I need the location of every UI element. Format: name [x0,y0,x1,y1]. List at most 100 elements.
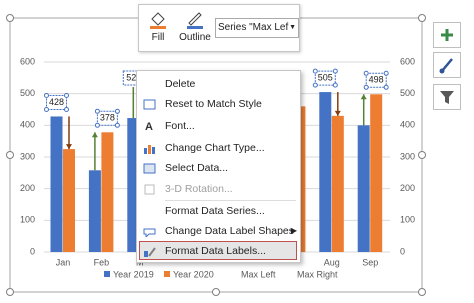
label-handle [332,68,338,74]
label-handle [383,70,389,76]
x-tick-label: Sep [362,257,378,267]
arrow-head [66,144,72,150]
label-handle [44,92,49,98]
chart-styles-button[interactable] [433,52,461,78]
fill-button[interactable]: Fill [145,9,171,43]
y-tick-label: 0 [30,246,35,256]
x-tick-label: Feb [94,257,110,267]
bar [50,116,63,252]
submenu-arrow: ▶ [290,226,297,235]
shapes-icon [143,228,156,237]
y-tick-label: 600 [20,56,35,66]
series-dropdown[interactable]: Series "Max Lef ▼ [215,18,299,38]
y-tick-label: 200 [20,183,35,193]
chart-type-icon [144,145,155,154]
menu-item-text: Change Data Label Shapes [165,225,295,237]
label-handle [94,108,100,114]
data-label: 505 [318,72,333,82]
label-handle [312,82,318,88]
chart-filters-button[interactable] [433,84,461,110]
label-handle [332,82,338,88]
legend-label: Max Left [241,269,276,279]
menu-item[interactable]: Delete [165,74,195,94]
menu-item-selected[interactable]: Format Data Labels... [144,241,266,261]
bar [88,170,101,252]
bar [101,132,114,252]
menu-item[interactable]: A Font... [145,116,195,136]
bar [357,125,370,252]
menu-item-text: Delete [165,78,196,90]
y2-tick-label: 300 [400,151,415,161]
outline-icon [187,12,203,29]
svg-text:A: A [145,121,153,132]
outline-button[interactable]: Outline [177,9,213,43]
y2-tick-label: 400 [400,120,415,130]
font-icon: A [145,121,153,132]
selection-handles [6,14,426,296]
y-tick-label: 300 [20,151,35,161]
legend-label: Year 2019 [113,269,154,279]
label-handle [94,122,100,128]
brush-icon [439,58,453,74]
data-label-box [314,70,336,86]
x-tick-label: Jan [56,257,71,267]
series-dropdown-text: Series "Max Lef [218,22,289,33]
label-handle [363,84,369,90]
menu-item[interactable]: Change Chart Type... [144,138,265,158]
legend-label: Max Right [297,269,338,279]
dropdown-arrow: ▼ [289,24,296,31]
data-label-clipped: 52 [126,72,136,82]
data-label: 498 [369,75,384,85]
label-handle [363,70,369,76]
menu-item-text: Font... [165,120,195,132]
menu-item[interactable]: Format Data Series... [165,201,265,221]
menu-item-disabled: 3-D Rotation... [144,179,233,199]
menu-item-text: Format Data Series... [165,205,265,217]
bar [331,115,344,252]
menu-item[interactable]: Change Data Label Shapes ▶ [143,221,297,241]
y2-tick-label: 100 [400,215,415,225]
y2-tick-label: 0 [400,246,405,256]
legend-swatch [104,271,110,277]
legend-label: Year 2020 [173,269,214,279]
legend-swatch [164,271,170,277]
label-handle [64,106,69,112]
select-data-icon [143,163,156,174]
rotation-icon [144,184,155,195]
label-handle [64,92,69,98]
label-handle [383,84,389,90]
y2-tick-label: 500 [400,88,415,98]
plus-icon [441,29,453,41]
reset-icon [143,99,156,110]
context-menu: Delete Reset to Match Style A Font... Cha… [136,70,301,263]
arrow-head [360,94,367,100]
fill-icon [150,12,166,29]
bar [370,94,383,252]
menu-item[interactable]: Reset to Match Style [143,94,262,114]
y-tick-label: 100 [20,215,35,225]
menu-item-text: Reset to Match Style [165,98,262,110]
y-tick-label: 500 [20,88,35,98]
label-handle [44,106,49,112]
y-tick-label: 400 [20,120,35,130]
menu-item-text: Change Chart Type... [165,142,265,154]
data-label: 428 [49,97,64,107]
label-handle [114,122,120,128]
data-label: 378 [100,113,115,123]
y2-tick-label: 200 [400,183,415,193]
chart-elements-button[interactable] [433,22,461,48]
arrow-head [334,110,341,116]
menu-item[interactable]: Select Data... [143,158,229,178]
format-labels-icon [144,247,156,257]
menu-item-text: 3-D Rotation... [165,183,233,195]
data-label-box [96,110,118,126]
menu-highlight [139,241,297,260]
menu-item-text: Format Data Labels... [165,245,266,257]
menu-item-text: Select Data... [165,162,229,174]
data-label-box [46,94,67,110]
menu-separator [165,200,296,201]
x-tick-label: Aug [324,257,340,267]
fill-label: Fill [151,32,165,43]
mini-toolbar: Fill Outline Series "Max Lef ▼ [138,4,300,52]
